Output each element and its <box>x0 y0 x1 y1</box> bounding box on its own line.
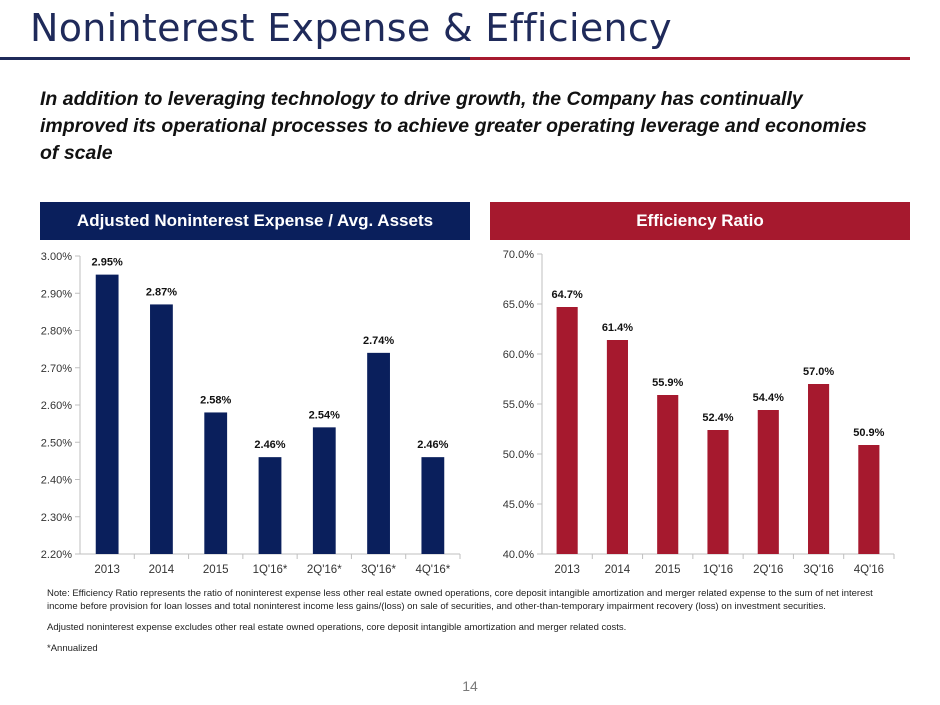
efficiency-x-tick-label: 2015 <box>655 564 681 576</box>
efficiency-chart-title: Efficiency Ratio <box>490 202 910 240</box>
expense-value-label: 2.46% <box>254 439 285 451</box>
efficiency-x-tick-label: 2013 <box>554 564 580 576</box>
efficiency-value-label: 57.0% <box>803 366 834 378</box>
expense-bar <box>258 457 282 554</box>
expense-y-tick-label: 3.00% <box>41 251 72 263</box>
efficiency-x-tick-label: 2014 <box>605 564 631 576</box>
efficiency-y-tick-label: 60.0% <box>503 349 534 361</box>
efficiency-value-label: 61.4% <box>602 322 633 334</box>
page-number: 14 <box>462 678 478 694</box>
expense-y-tick-label: 2.20% <box>41 549 72 561</box>
efficiency-y-tick-label: 70.0% <box>503 249 534 261</box>
expense-bar <box>312 427 336 554</box>
expense-bar <box>367 352 390 554</box>
efficiency-y-tick-label: 55.0% <box>503 399 534 411</box>
footnotes: Note: Efficiency Ratio represents the ra… <box>47 587 887 663</box>
efficiency-bar <box>808 384 830 554</box>
footnote-adjusted: Adjusted noninterest expense excludes ot… <box>47 622 627 633</box>
efficiency-value-label: 50.9% <box>853 427 884 439</box>
efficiency-bar <box>757 410 779 554</box>
expense-y-tick-label: 2.70% <box>41 363 72 375</box>
efficiency-y-tick-label: 40.0% <box>503 549 534 561</box>
expense-bar <box>95 274 119 554</box>
footnote-annualized: *Annualized <box>47 643 98 654</box>
efficiency-x-tick-label: 2Q'16 <box>753 564 783 576</box>
efficiency-y-tick-label: 65.0% <box>503 299 534 311</box>
expense-value-label: 2.54% <box>309 409 340 421</box>
expense-bar <box>204 412 228 554</box>
efficiency-x-tick-label: 1Q'16 <box>703 564 733 576</box>
expense-x-tick-label: 4Q'16* <box>415 564 450 576</box>
efficiency-ratio-chart: 40.0% 45.0% 50.0% 55.0% 60.0% 65.0% 70.0% 64.7%… <box>503 249 895 576</box>
expense-bar <box>150 304 173 554</box>
efficiency-bar <box>556 307 578 554</box>
efficiency-bar <box>707 430 729 554</box>
expense-value-label: 2.58% <box>200 394 231 406</box>
efficiency-bar <box>657 395 679 554</box>
expense-x-tick-label: 1Q'16* <box>253 564 288 576</box>
efficiency-bar <box>606 340 628 554</box>
expense-value-label: 2.46% <box>417 439 448 451</box>
expense-ratio-chart: 2.20% 2.30% 2.40% 2.50% 2.60% 2.70% 2.80% 2.90%… <box>41 251 461 576</box>
expense-y-tick-label: 2.50% <box>41 437 72 449</box>
efficiency-y-tick-label: 45.0% <box>503 499 534 511</box>
expense-x-tick-label: 2013 <box>94 564 120 576</box>
efficiency-value-label: 55.9% <box>652 377 683 389</box>
expense-value-label: 2.74% <box>363 335 394 347</box>
efficiency-value-label: 52.4% <box>702 412 733 424</box>
expense-x-tick-label: 3Q'16* <box>361 564 396 576</box>
expense-value-label: 2.87% <box>146 286 177 298</box>
expense-y-tick-label: 2.90% <box>41 288 72 300</box>
expense-chart-title: Adjusted Noninterest Expense / Avg. Asse… <box>40 202 470 240</box>
expense-y-tick-label: 2.80% <box>41 326 72 338</box>
title-rule-blue <box>0 57 470 60</box>
efficiency-value-label: 54.4% <box>753 392 784 404</box>
efficiency-x-tick-label: 4Q'16 <box>854 564 884 576</box>
efficiency-x-tick-label: 3Q'16 <box>803 564 833 576</box>
expense-bar <box>421 457 445 554</box>
expense-x-tick-label: 2Q'16* <box>307 564 342 576</box>
intro-text: In addition to leveraging technology to … <box>40 88 867 164</box>
efficiency-y-tick-label: 50.0% <box>503 449 534 461</box>
efficiency-bar <box>858 445 880 554</box>
expense-y-tick-label: 2.60% <box>41 400 72 412</box>
page-title: Noninterest Expense & Efficiency <box>30 6 672 50</box>
footnote-efficiency: Note: Efficiency Ratio represents the ra… <box>47 588 873 612</box>
expense-x-tick-label: 2015 <box>203 564 229 576</box>
expense-x-tick-label: 2014 <box>149 564 175 576</box>
expense-y-tick-label: 2.40% <box>41 475 72 487</box>
title-rule-red <box>470 57 910 60</box>
expense-y-tick-label: 2.30% <box>41 512 72 524</box>
expense-value-label: 2.95% <box>92 257 123 269</box>
efficiency-value-label: 64.7% <box>552 289 583 301</box>
